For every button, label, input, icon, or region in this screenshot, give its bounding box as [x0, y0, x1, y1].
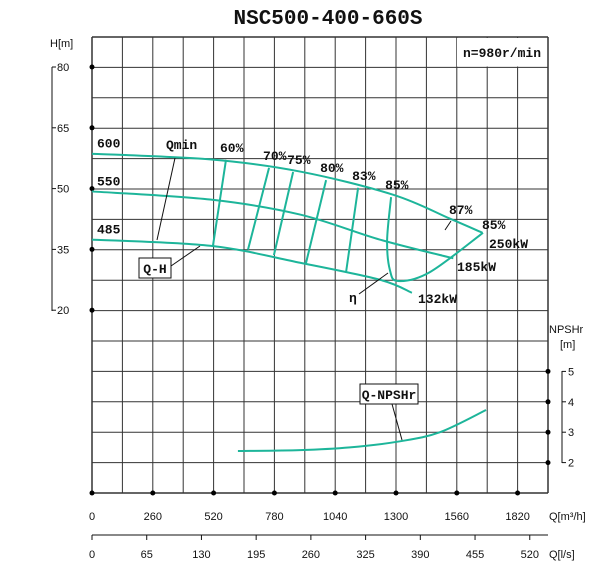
- curves: 600 250kW 550 185kW 485 132kW 60% 70% 75% 80% 83% 8…: [91, 137, 528, 453]
- efficiency-line-83%: [344, 187, 360, 274]
- x2-axis-label: Q[l/s]: [549, 549, 575, 561]
- x-axis-dot: [393, 490, 399, 496]
- efficiency-line-80%: [304, 179, 328, 264]
- speed-label: n=980r/min: [463, 46, 541, 61]
- x-axis-label: Q[m³/h]: [549, 511, 586, 523]
- y2-tick-label: 2: [568, 458, 574, 470]
- x-axis-dot: [515, 490, 521, 496]
- qmin-leader: [156, 157, 176, 241]
- y-tick-label: 65: [57, 123, 69, 135]
- y-axis-dot: [89, 64, 95, 70]
- chart-title: NSC500-400-660S: [233, 8, 422, 31]
- y2-tick-label: 5: [568, 366, 574, 378]
- annotations: Qmin Q-H η 87% 85% Q-NPSHr: [138, 138, 506, 441]
- impeller-label-550: 550: [97, 174, 121, 189]
- y2-axis-dot: [545, 399, 551, 405]
- head-curve-485: [91, 238, 413, 294]
- efficiency-label-80%: 80%: [320, 161, 344, 176]
- x-tick-label: 520: [204, 511, 222, 523]
- x2-tick-label: 130: [192, 549, 210, 561]
- efficiency-label-85%: 85%: [385, 178, 409, 193]
- head-curve-600: [91, 152, 483, 234]
- qnpsh-label: Q-NPSHr: [362, 388, 417, 403]
- efficiency-label-60%: 60%: [220, 141, 244, 156]
- x2-tick-label: 520: [521, 549, 539, 561]
- y-tick-label: 80: [57, 62, 69, 74]
- y-axis-dot: [89, 246, 95, 252]
- efficiency-label-75%: 75%: [287, 153, 311, 168]
- x2-tick-label: 0: [89, 549, 95, 561]
- efficiency-line-85%: [386, 197, 484, 283]
- x-tick-label: 1040: [323, 511, 347, 523]
- x-tick-label: 780: [265, 511, 283, 523]
- efficiency-line-70%: [247, 167, 270, 251]
- efficiency-line-75%: [272, 171, 295, 256]
- eta-label: η: [349, 291, 357, 306]
- y-tick-label: 20: [57, 305, 69, 317]
- impeller-label-485: 485: [97, 223, 121, 238]
- x-tick-label: 1820: [505, 511, 529, 523]
- qh-label: Q-H: [143, 262, 166, 277]
- eta-leader: [358, 272, 389, 295]
- x-axis-dot: [271, 490, 277, 496]
- eta87-label: 87%: [449, 203, 473, 218]
- y-axis-dot: [89, 307, 95, 313]
- x-tick-label: 260: [144, 511, 162, 523]
- efficiency-label-83%: 83%: [352, 169, 376, 184]
- x-axis-dot: [89, 490, 95, 496]
- qh-box: [138, 257, 172, 279]
- qh-leader: [170, 245, 201, 267]
- efficiency-line-60%: [211, 159, 227, 247]
- impeller-label-600: 600: [97, 137, 121, 152]
- x-axis-dot: [454, 490, 460, 496]
- y-axis-dot: [89, 186, 95, 192]
- power-label-185kW: 185kW: [457, 260, 496, 275]
- y2-axis-dot: [545, 368, 551, 374]
- qnpsh-leader: [391, 403, 403, 441]
- x-tick-label: 1300: [384, 511, 408, 523]
- y-tick-label: 50: [57, 184, 69, 196]
- x2-tick-label: 195: [247, 549, 265, 561]
- y2-axis-label: NPSHr: [549, 324, 584, 336]
- x2-tick-label: 390: [411, 549, 429, 561]
- x2-tick-label: 260: [302, 549, 320, 561]
- eta87-tick: [444, 220, 452, 231]
- efficiency-label-70%: 70%: [263, 149, 287, 164]
- y-tick-label: 35: [57, 244, 69, 256]
- y-axis-dot: [89, 125, 95, 131]
- x-tick-label: 0: [89, 511, 95, 523]
- y-axis-label: H[m]: [50, 38, 73, 50]
- speed-box: [457, 38, 547, 67]
- eta85-right-label: 85%: [482, 218, 506, 233]
- x2-tick-label: 65: [141, 549, 153, 561]
- qmin-label: Qmin: [166, 138, 197, 153]
- power-label-250kW: 250kW: [489, 237, 528, 252]
- y2-axis-unit: [m]: [560, 339, 575, 351]
- y2-tick-label: 3: [568, 427, 574, 439]
- head-curve-550: [91, 190, 454, 260]
- x-axis-dot: [211, 490, 217, 496]
- x-tick-label: 1560: [445, 511, 469, 523]
- qnpsh-box: [359, 383, 419, 405]
- x2-tick-label: 455: [466, 549, 484, 561]
- x-axis-dot: [150, 490, 156, 496]
- y2-axis-dot: [545, 429, 551, 435]
- npsh-curve: [237, 409, 487, 453]
- power-label-132kW: 132kW: [418, 292, 457, 307]
- x-axis-dot: [332, 490, 338, 496]
- y2-axis-dot: [545, 460, 551, 466]
- x2-tick-label: 325: [356, 549, 374, 561]
- y2-tick-label: 4: [568, 397, 574, 409]
